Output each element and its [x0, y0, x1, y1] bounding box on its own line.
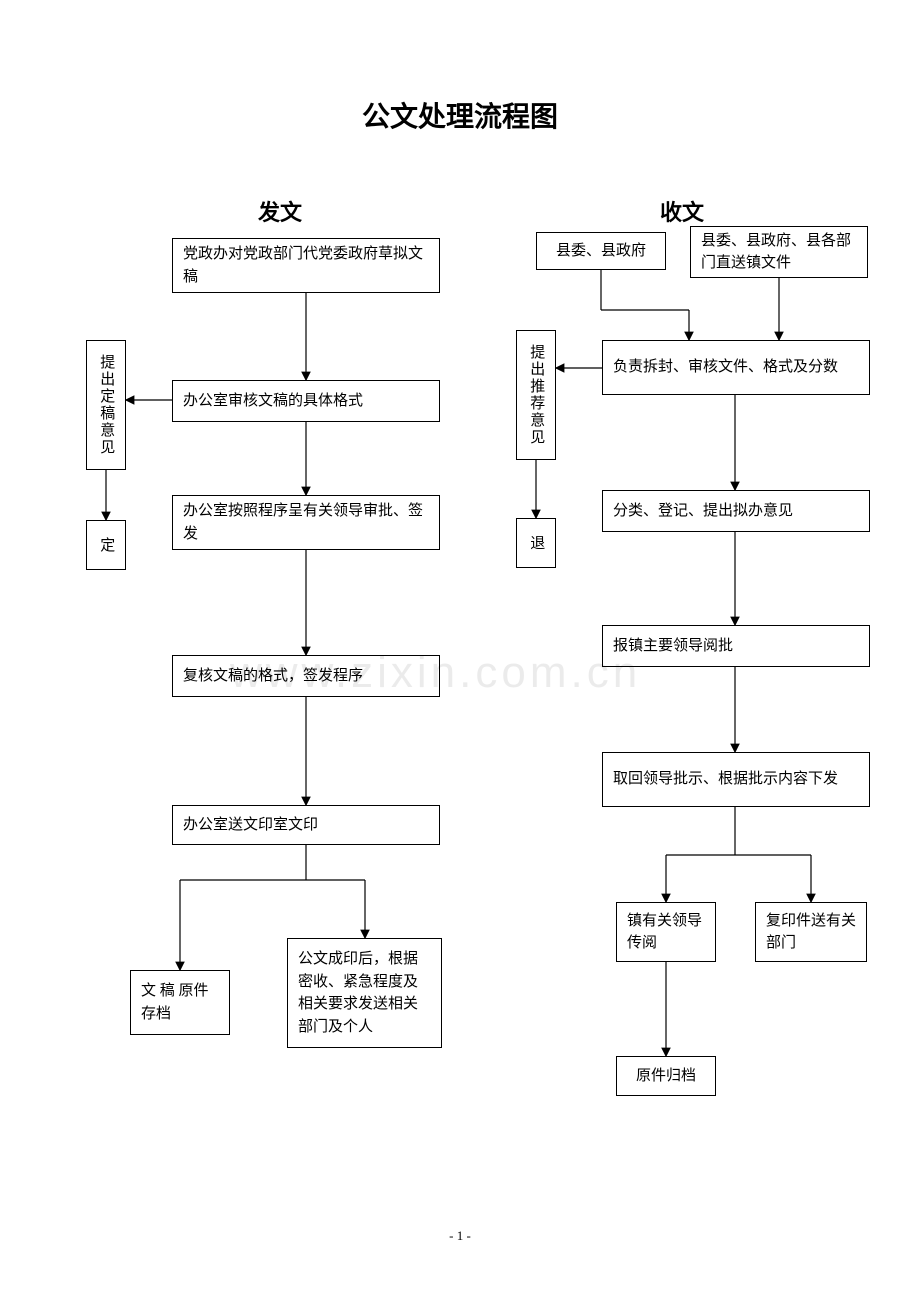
- node-lsideA: 提出定稿意见: [86, 340, 126, 470]
- page-title: 公文处理流程图: [0, 95, 920, 135]
- node-r1b: 县委、县政府、县各部门直送镇文件: [690, 226, 868, 278]
- node-l3: 办公室按照程序呈有关领导审批、签发: [172, 495, 440, 550]
- node-l6a: 文 稿 原件存档: [130, 970, 230, 1035]
- node-l2: 办公室审核文稿的具体格式: [172, 380, 440, 422]
- watermark: www.zixin.com.cn: [230, 648, 641, 698]
- node-r6a: 镇有关领导传阅: [616, 902, 716, 962]
- node-rsideB: 退: [516, 518, 556, 568]
- node-r3: 分类、登记、提出拟办意见: [602, 490, 870, 532]
- node-r2: 负责拆封、审核文件、格式及分数: [602, 340, 870, 395]
- node-r4: 报镇主要领导阅批: [602, 625, 870, 667]
- node-rsideA: 提出推荐意见: [516, 330, 556, 460]
- node-r6b: 复印件送有关部门: [755, 902, 867, 962]
- node-l6b: 公文成印后，根据密收、紧急程度及相关要求发送相关部门及个人: [287, 938, 442, 1048]
- page-number: - 1 -: [0, 1228, 920, 1244]
- node-r5: 取回领导批示、根据批示内容下发: [602, 752, 870, 807]
- node-l5: 办公室送文印室文印: [172, 805, 440, 845]
- node-l1: 党政办对党政部门代党委政府草拟文稿: [172, 238, 440, 293]
- section-title-left: 发文: [258, 195, 302, 227]
- node-r1a: 县委、县政府: [536, 232, 666, 270]
- section-title-right: 收文: [660, 195, 704, 227]
- node-lsideB: 定: [86, 520, 126, 570]
- node-r7: 原件归档: [616, 1056, 716, 1096]
